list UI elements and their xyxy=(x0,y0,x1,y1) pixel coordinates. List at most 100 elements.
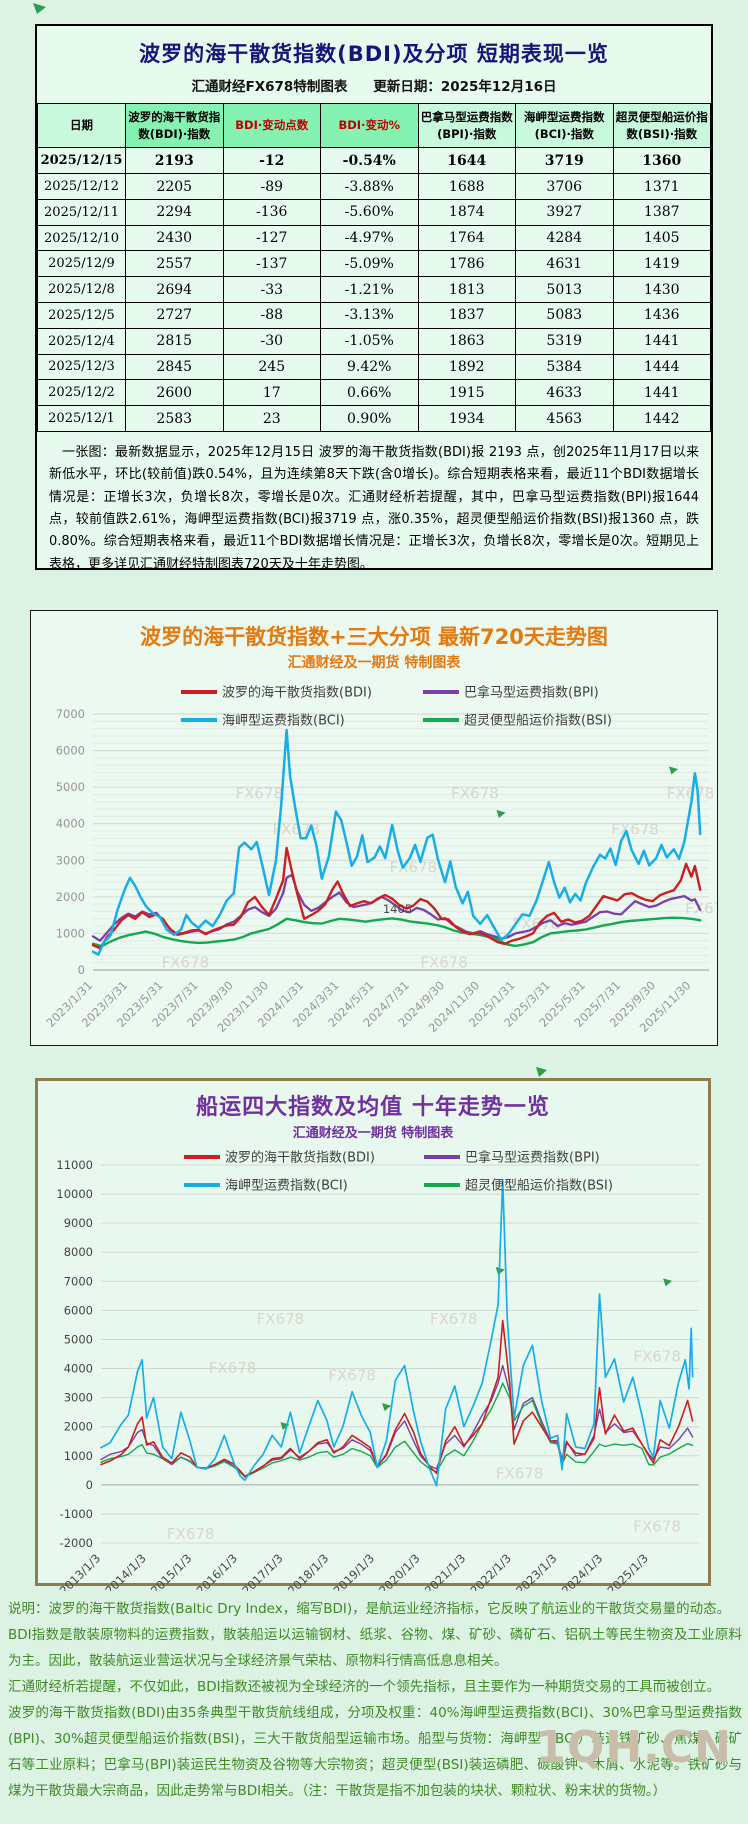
value-cell: 5013 xyxy=(515,276,614,304)
value-cell: -89 xyxy=(222,173,321,200)
update-date-label: 更新日期：2025年12月16日 xyxy=(373,79,557,95)
value-cell: 1360 xyxy=(612,147,711,175)
legend-label: 超灵便型船运价指数(BSI) xyxy=(464,714,612,729)
x-tick-label: 2014/1/3 xyxy=(102,1551,148,1591)
fx678-watermark: FX678 xyxy=(633,1348,681,1366)
source-label: 汇通财经FX678特制图表 xyxy=(191,79,348,95)
note-paragraph: 汇通财经析若提醒，不仅如此，BDI指数还被视为全球经济的一个领先指标，且主要作为… xyxy=(8,1679,721,1695)
date-cell: 2025/12/8 xyxy=(37,276,126,304)
y-tick-label: 1000 xyxy=(56,926,85,940)
y-tick-label: 9000 xyxy=(64,1216,93,1230)
y-tick-label: 3000 xyxy=(64,1391,93,1405)
y-tick-label: 10000 xyxy=(56,1187,93,1201)
y-tick-label: 4000 xyxy=(56,817,85,831)
date-cell: 2025/12/9 xyxy=(37,250,126,278)
value-cell: -136 xyxy=(222,198,321,226)
value-cell: 1419 xyxy=(612,250,711,278)
x-tick-label: 2024/1/3 xyxy=(559,1551,605,1591)
series-line xyxy=(91,846,702,950)
value-cell: 23 xyxy=(222,405,321,432)
fx678-watermark: FX678 xyxy=(167,1525,215,1543)
chart-tenyear-panel: 船运四大指数及均值 十年走势一览 汇通财经及一期货 特制图表 -2000 -100… xyxy=(35,1067,711,1591)
x-tick-label: 2022/1/3 xyxy=(468,1551,514,1591)
x-tick-label: 2015/1/3 xyxy=(148,1551,194,1591)
series-line xyxy=(91,916,702,948)
chart-720day-canvas: 010002000300040005000600070002023/1/3120… xyxy=(44,685,717,1036)
table-row: 2025/12/4 2815 -30 -1.05% 1863 5319 1441 xyxy=(37,327,711,355)
cursor-mark-icon xyxy=(496,810,506,818)
column-header: 巴拿马型运费指数(BPI)·指数 xyxy=(417,102,516,149)
value-cell: 245 xyxy=(222,353,321,381)
value-cell: 1837 xyxy=(417,302,516,329)
date-cell: 2025/12/3 xyxy=(37,353,126,381)
value-cell: 2583 xyxy=(125,405,224,432)
value-cell: 1405 xyxy=(612,224,711,252)
y-tick-label: 2000 xyxy=(64,1420,93,1434)
value-cell: 4284 xyxy=(515,224,614,252)
legend-label: 波罗的海干散货指数(BDI) xyxy=(222,685,372,701)
x-tick-label: 2019/1/3 xyxy=(331,1551,377,1591)
fx678-watermark: FX678 xyxy=(685,900,717,918)
table-row: 2025/12/10 2430 -127 -4.97% 1764 4284 1405 xyxy=(37,224,711,252)
fx678-watermark: FX678 xyxy=(496,1465,544,1483)
table-row: 2025/12/5 2727 -88 -3.13% 1837 5083 1436 xyxy=(37,302,711,329)
value-cell: 0.90% xyxy=(320,405,419,432)
value-cell: 4631 xyxy=(515,250,614,278)
value-cell: 4563 xyxy=(515,405,614,432)
corner-mark-icon xyxy=(33,3,46,14)
notes-section: 说明：波罗的海干散货指数(Baltic Dry Index，缩写BDI)，是航运… xyxy=(8,1596,742,1804)
value-cell: 3719 xyxy=(515,147,614,175)
table-row: 2025/12/11 2294 -136 -5.60% 1874 3927 1387 xyxy=(37,198,711,226)
date-cell: 2025/12/2 xyxy=(37,379,126,407)
column-header: 超灵便型船运价指数(BSI)·指数 xyxy=(612,102,711,149)
table-row: 2025/12/2 2600 17 0.66% 1915 4633 1441 xyxy=(37,379,711,407)
value-cell: 1863 xyxy=(417,327,516,355)
y-tick-label: 8000 xyxy=(64,1245,93,1259)
date-cell: 2025/12/12 xyxy=(37,173,126,200)
value-cell: -3.88% xyxy=(320,173,419,200)
x-tick-label: 2017/1/3 xyxy=(239,1551,285,1591)
value-cell: 2600 xyxy=(125,379,224,407)
table-row: 2025/12/1 2583 23 0.90% 1934 4563 1442 xyxy=(37,405,711,432)
value-cell: 9.42% xyxy=(320,353,419,381)
fx678-watermark: FX678 xyxy=(513,915,561,933)
chart-720day-title: 波罗的海干散货指数+三大分项 最新720天走势图 xyxy=(140,625,608,649)
value-cell: -5.60% xyxy=(320,198,419,226)
value-cell: 1441 xyxy=(612,327,711,355)
y-tick-label: 5000 xyxy=(56,780,85,794)
fx678-watermark: FX678 xyxy=(162,953,210,971)
y-tick-label: 3000 xyxy=(56,853,85,867)
legend-label: 巴拿马型运费指数(BPI) xyxy=(464,685,599,701)
value-cell: -30 xyxy=(222,327,321,355)
value-cell: -0.54% xyxy=(320,147,419,175)
y-tick-label: -1000 xyxy=(60,1507,93,1521)
y-tick-label: 4000 xyxy=(64,1362,93,1376)
value-cell: 0.66% xyxy=(320,379,419,407)
value-cell: -4.97% xyxy=(320,224,419,252)
cursor-mark-icon xyxy=(536,1067,547,1077)
column-header: 海岬型运费指数(BCI)·指数 xyxy=(515,102,614,149)
date-cell: 2025/12/1 xyxy=(37,405,126,432)
fx678-watermark: FX678 xyxy=(430,1310,478,1328)
table-subtitle: 汇通财经FX678特制图表 更新日期：2025年12月16日 xyxy=(37,75,711,95)
fx678-watermark: FX678 xyxy=(257,1310,305,1328)
cursor-mark-icon xyxy=(663,1278,673,1287)
x-tick-label: 2013/1/3 xyxy=(57,1551,103,1591)
date-cell: 2025/12/11 xyxy=(37,198,126,226)
fx678-watermark: FX678 xyxy=(236,784,284,802)
x-tick-label: 2023/1/3 xyxy=(513,1551,559,1591)
y-tick-label: 7000 xyxy=(64,1274,93,1288)
value-cell: 1644 xyxy=(417,147,516,175)
date-cell: 2025/12/5 xyxy=(37,302,126,329)
value-cell: 2815 xyxy=(125,327,224,355)
x-tick-label: 2021/1/3 xyxy=(422,1551,468,1591)
value-cell: -88 xyxy=(222,302,321,329)
value-cell: 4633 xyxy=(515,379,614,407)
fx678-watermark: FX678 xyxy=(328,1366,376,1384)
value-cell: 17 xyxy=(222,379,321,407)
bdi-short-term-panel: 波罗的海干散货指数(BDI)及分项 短期表现一览 汇通财经FX678特制图表 更新… xyxy=(35,24,713,572)
x-tick-label: 2020/1/3 xyxy=(376,1551,422,1591)
value-cell: 1786 xyxy=(417,250,516,278)
value-cell: 2557 xyxy=(125,250,224,278)
